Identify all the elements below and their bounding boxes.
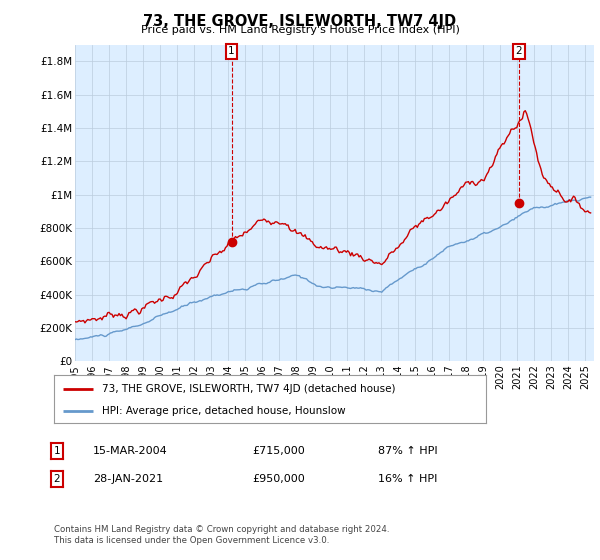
Text: 1: 1	[53, 446, 60, 456]
Text: HPI: Average price, detached house, Hounslow: HPI: Average price, detached house, Houn…	[101, 406, 345, 416]
Text: 73, THE GROVE, ISLEWORTH, TW7 4JD: 73, THE GROVE, ISLEWORTH, TW7 4JD	[143, 14, 457, 29]
Text: 2: 2	[53, 474, 60, 484]
Text: Price paid vs. HM Land Registry's House Price Index (HPI): Price paid vs. HM Land Registry's House …	[140, 25, 460, 35]
Text: £715,000: £715,000	[252, 446, 305, 456]
Text: 73, THE GROVE, ISLEWORTH, TW7 4JD (detached house): 73, THE GROVE, ISLEWORTH, TW7 4JD (detac…	[101, 384, 395, 394]
Text: £950,000: £950,000	[252, 474, 305, 484]
Text: 28-JAN-2021: 28-JAN-2021	[93, 474, 163, 484]
Text: Contains HM Land Registry data © Crown copyright and database right 2024.
This d: Contains HM Land Registry data © Crown c…	[54, 525, 389, 545]
Text: 1: 1	[228, 46, 235, 57]
Text: 87% ↑ HPI: 87% ↑ HPI	[378, 446, 437, 456]
Text: 15-MAR-2004: 15-MAR-2004	[93, 446, 168, 456]
Text: 16% ↑ HPI: 16% ↑ HPI	[378, 474, 437, 484]
Text: 2: 2	[515, 46, 522, 57]
